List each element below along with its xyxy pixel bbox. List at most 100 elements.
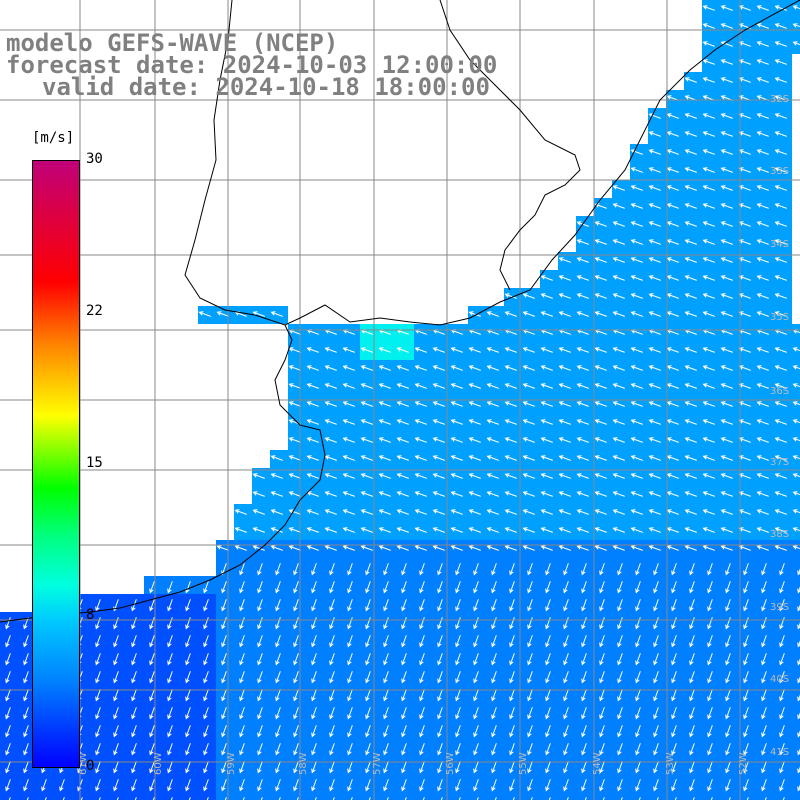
wind-cell xyxy=(360,792,378,800)
wind-vector xyxy=(689,635,695,648)
wind-vector xyxy=(419,635,425,648)
wind-vector xyxy=(653,599,659,612)
wind-vector xyxy=(653,725,659,738)
wind-vector xyxy=(774,41,787,47)
lat-label: 39S xyxy=(770,602,789,613)
wind-vector xyxy=(378,401,391,407)
wind-vector xyxy=(401,617,407,630)
wind-vector xyxy=(527,761,533,774)
wind-cell xyxy=(792,702,800,720)
wind-vector xyxy=(360,437,373,443)
wind-vector xyxy=(635,635,641,648)
wind-vector xyxy=(671,671,677,684)
wind-vector xyxy=(540,509,553,515)
wind-vector xyxy=(306,473,319,479)
wind-vector xyxy=(563,563,569,576)
wind-vector xyxy=(630,221,643,227)
wind-vector xyxy=(293,635,299,648)
wind-vector xyxy=(306,545,319,551)
wind-vector xyxy=(630,239,643,245)
wind-vector xyxy=(486,311,499,317)
wind-vector xyxy=(360,401,373,407)
wind-vector xyxy=(342,455,355,461)
wind-vector xyxy=(653,743,659,756)
wind-vector xyxy=(455,761,461,774)
wind-vector xyxy=(612,545,625,551)
wind-cell xyxy=(306,792,324,800)
river-plate-coast xyxy=(0,324,326,623)
wind-vector xyxy=(558,419,571,425)
wind-vector xyxy=(599,563,605,576)
wind-vector xyxy=(689,689,695,702)
wind-vector xyxy=(5,761,11,774)
wind-vector xyxy=(756,473,769,479)
lat-label: 41S xyxy=(770,747,789,758)
wind-vector xyxy=(720,527,733,533)
wind-vector xyxy=(779,635,785,648)
wind-vector xyxy=(707,725,713,738)
wind-vector xyxy=(455,563,461,576)
wind-vector xyxy=(504,545,517,551)
wind-vector xyxy=(455,635,461,648)
wind-vector xyxy=(396,527,409,533)
wind-vector xyxy=(635,653,641,666)
wind-vector xyxy=(630,401,643,407)
wind-vector xyxy=(275,725,281,738)
wind-vector xyxy=(396,401,409,407)
wind-vector xyxy=(239,653,245,666)
wind-vector xyxy=(257,599,263,612)
wind-vector xyxy=(450,473,463,479)
wind-vector xyxy=(365,617,371,630)
wind-vector xyxy=(329,743,335,756)
wind-vector xyxy=(720,77,733,83)
wind-vector xyxy=(635,563,641,576)
wind-vector xyxy=(23,653,29,666)
wind-vector xyxy=(185,779,191,792)
wind-vector xyxy=(365,707,371,720)
wind-vector xyxy=(756,59,769,65)
wind-vector xyxy=(270,491,283,497)
wind-vector xyxy=(540,419,553,425)
wind-vector xyxy=(306,527,319,533)
wind-vector xyxy=(648,185,661,191)
wind-vector xyxy=(612,311,625,317)
wind-vector xyxy=(792,419,800,424)
wind-vector xyxy=(566,797,569,800)
wind-vector xyxy=(630,167,643,173)
wind-vector xyxy=(648,167,661,173)
wind-vector xyxy=(738,509,751,515)
wind-vector xyxy=(743,617,749,630)
wind-vector xyxy=(743,779,749,792)
wind-cell xyxy=(396,792,414,800)
wind-vector xyxy=(738,365,751,371)
wind-vector xyxy=(779,653,785,666)
wind-vector xyxy=(216,545,229,551)
wind-vector xyxy=(401,599,407,612)
wind-vector xyxy=(702,41,715,47)
wind-vector xyxy=(648,509,661,515)
wind-vector xyxy=(725,725,731,738)
wind-vector xyxy=(558,509,571,515)
wind-vector xyxy=(594,365,607,371)
wind-vector xyxy=(347,761,353,774)
wind-vector xyxy=(648,311,661,317)
wind-vector xyxy=(612,293,625,299)
wind-vector xyxy=(23,635,29,648)
wind-vector xyxy=(774,131,787,137)
wind-vector xyxy=(540,383,553,389)
wind-vector xyxy=(239,761,245,774)
wind-vector xyxy=(581,707,587,720)
wind-vector xyxy=(540,365,553,371)
wind-vector xyxy=(23,671,29,684)
wind-cell xyxy=(792,684,800,702)
wind-vector xyxy=(468,401,481,407)
wind-vector xyxy=(746,797,749,800)
wind-vector xyxy=(527,581,533,594)
wind-vector xyxy=(432,437,445,443)
wind-vector xyxy=(756,365,769,371)
wind-vector xyxy=(23,617,29,630)
wind-vector xyxy=(401,689,407,702)
wind-cell xyxy=(792,720,800,738)
wind-vector xyxy=(437,743,443,756)
wind-vector xyxy=(761,671,767,684)
